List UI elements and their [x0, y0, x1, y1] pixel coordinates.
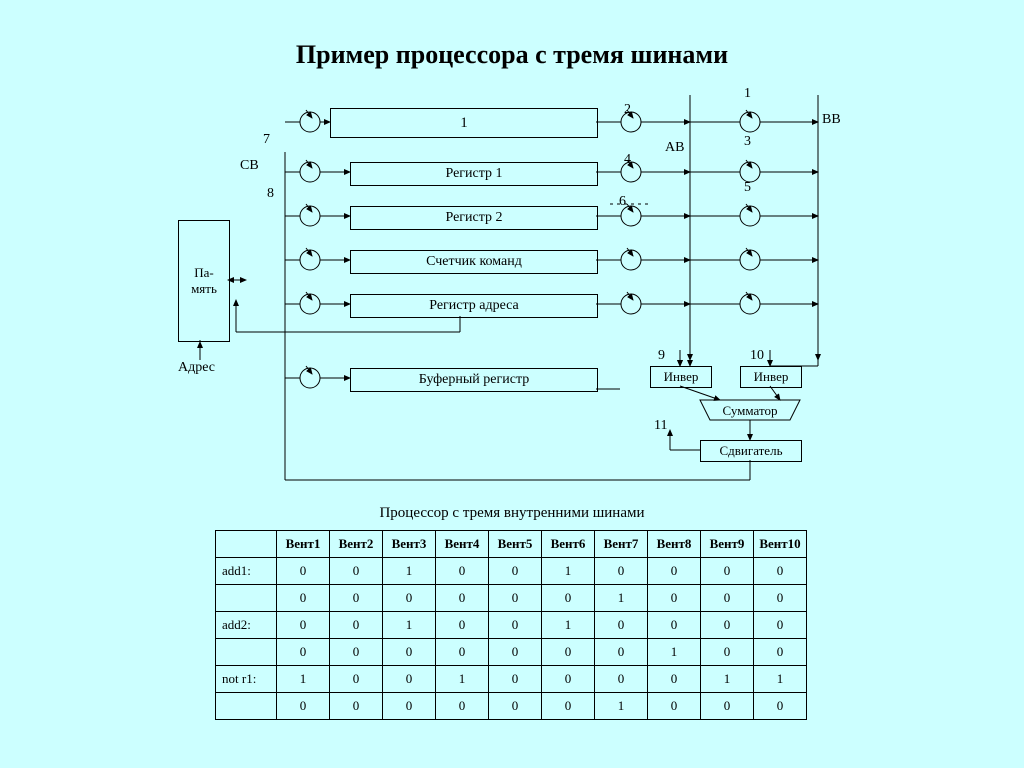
table-cell: 0 [383, 693, 436, 720]
col-header: Вент7 [595, 531, 648, 558]
table-cell: 1 [542, 612, 595, 639]
table-cell: 0 [330, 639, 383, 666]
table-cell: 0 [277, 558, 330, 585]
col-header: Вент6 [542, 531, 595, 558]
table-cell: 0 [542, 585, 595, 612]
table-cell: 0 [595, 558, 648, 585]
table-cell: 0 [436, 612, 489, 639]
table-cell: 0 [542, 693, 595, 720]
col-header: Вент9 [701, 531, 754, 558]
table-cell: 0 [330, 693, 383, 720]
table-cell: 0 [648, 585, 701, 612]
table-cell: 1 [383, 558, 436, 585]
table-cell: 0 [489, 558, 542, 585]
table-cell: 0 [754, 558, 807, 585]
table-cell: 0 [701, 585, 754, 612]
table-cell: 0 [648, 693, 701, 720]
vent-table: Вент1Вент2Вент3Вент4Вент5Вент6Вент7Вент8… [215, 530, 807, 720]
row-header [216, 639, 277, 666]
table-cell: 0 [383, 639, 436, 666]
table-cell: 0 [701, 612, 754, 639]
col-header: Вент8 [648, 531, 701, 558]
table-cell: 0 [277, 585, 330, 612]
table-cell: 0 [489, 585, 542, 612]
table-cell: 0 [489, 666, 542, 693]
table-cell: 0 [595, 639, 648, 666]
table-cell: 0 [330, 612, 383, 639]
table-cell: 0 [436, 639, 489, 666]
table-cell: 1 [754, 666, 807, 693]
table-cell: 0 [542, 639, 595, 666]
table-cell: 0 [436, 585, 489, 612]
table-cell: 0 [701, 558, 754, 585]
table-cell: 0 [648, 666, 701, 693]
table-cell: 1 [436, 666, 489, 693]
table-cell: 0 [489, 693, 542, 720]
table-cell: 1 [383, 612, 436, 639]
table-cell: 1 [542, 558, 595, 585]
table-cell: 0 [330, 585, 383, 612]
row-header [216, 693, 277, 720]
col-header: Вент3 [383, 531, 436, 558]
table-cell: 0 [383, 585, 436, 612]
table-cell: 0 [648, 612, 701, 639]
table-cell: 0 [489, 612, 542, 639]
table-cell: 0 [277, 612, 330, 639]
table-cell: 0 [277, 693, 330, 720]
table-cell: 0 [648, 558, 701, 585]
col-header: Вент5 [489, 531, 542, 558]
table-cell: 0 [542, 666, 595, 693]
table-cell: 0 [330, 558, 383, 585]
table-cell: 0 [754, 693, 807, 720]
table-cell: 0 [754, 612, 807, 639]
table-cell: 1 [595, 585, 648, 612]
col-header: Вент1 [277, 531, 330, 558]
table-cell: 0 [701, 693, 754, 720]
col-header: Вент2 [330, 531, 383, 558]
table-cell: 0 [489, 639, 542, 666]
table-cell: 0 [595, 612, 648, 639]
table-cell: 0 [436, 558, 489, 585]
table-cell: 0 [330, 666, 383, 693]
row-header [216, 585, 277, 612]
table-cell: 0 [754, 585, 807, 612]
row-header: add2: [216, 612, 277, 639]
svg-text:Сумматор: Сумматор [723, 403, 778, 418]
table-cell: 1 [648, 639, 701, 666]
table-cell: 1 [701, 666, 754, 693]
table-cell: 0 [595, 666, 648, 693]
row-header: add1: [216, 558, 277, 585]
table-cell: 0 [436, 693, 489, 720]
table-cell: 1 [595, 693, 648, 720]
row-header: not r1: [216, 666, 277, 693]
table-cell: 0 [383, 666, 436, 693]
table-cell: 0 [754, 639, 807, 666]
table-cell: 0 [277, 639, 330, 666]
table-cell: 1 [277, 666, 330, 693]
table-cell: 0 [701, 639, 754, 666]
col-header: Вент4 [436, 531, 489, 558]
col-header: Вент10 [754, 531, 807, 558]
